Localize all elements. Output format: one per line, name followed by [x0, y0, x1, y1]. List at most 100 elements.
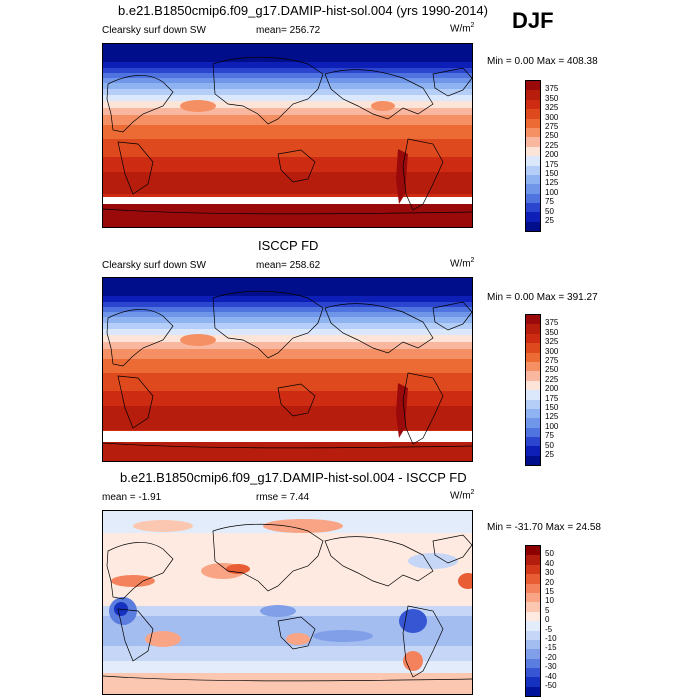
colorbar-tick-label: -10	[545, 634, 557, 643]
colorbar-tick-label: 175	[545, 159, 559, 169]
colorbar-tick-label: -15	[545, 643, 557, 653]
colorbar-swatch	[526, 630, 540, 640]
colorbar-swatch	[526, 555, 540, 565]
colorbar-swatch	[526, 427, 540, 438]
colorbar-tick-label: 350	[545, 327, 559, 337]
colorbar-swatches	[525, 314, 541, 467]
unit-label: W/m2	[450, 489, 474, 501]
colorbar-swatch	[526, 127, 540, 138]
colorbar-swatch	[526, 156, 540, 166]
colorbar-swatch	[526, 90, 540, 100]
colorbar-swatch	[526, 174, 540, 185]
coastlines	[103, 56, 472, 215]
colorbar-swatch	[526, 677, 540, 687]
colorbar-tick-label: 200	[545, 150, 559, 160]
contour-field	[103, 511, 472, 694]
colorbar-tick-label: 225	[545, 374, 559, 384]
colorbar-tick-label: 325	[545, 337, 559, 347]
map-plot	[102, 43, 473, 228]
colorbar-swatch	[526, 352, 540, 362]
colorbar-tick-label: 75	[545, 431, 554, 441]
colorbar-swatch	[526, 639, 540, 650]
colorbar-tick-label: 0	[545, 615, 550, 625]
colorbar-tick-label: 300	[545, 346, 559, 356]
colorbar-swatch	[526, 668, 540, 678]
unit-label: W/m2	[450, 257, 474, 269]
colorbar-tick-label: 10	[545, 596, 554, 606]
colorbar-swatches	[525, 545, 541, 698]
contour-field	[103, 278, 472, 461]
colorbar-swatch	[526, 361, 540, 372]
colorbar-tick-label: 300	[545, 112, 559, 122]
unit-base: W/m	[450, 23, 471, 35]
panel-title: b.e21.B1850cmip6.f09_g17.DAMIP-hist-sol.…	[120, 470, 467, 485]
colorbar-tick-label: 30	[545, 568, 554, 578]
colorbar-swatch	[526, 658, 540, 669]
map-plot	[102, 510, 473, 695]
colorbar-tick-label: -50	[545, 681, 557, 690]
colorbar-swatch	[526, 399, 540, 409]
unit-base: W/m	[450, 490, 471, 502]
colorbar-tick-label: 150	[545, 403, 559, 412]
colorbar-swatch	[526, 649, 540, 659]
colorbar-swatch	[526, 621, 540, 631]
colorbar-tick-label: 20	[545, 577, 554, 587]
colorbar-swatch	[526, 564, 540, 575]
colorbar-swatch	[526, 408, 540, 419]
unit-exponent: 2	[470, 22, 475, 29]
season-label: DJF	[512, 8, 554, 33]
unit-exponent: 2	[470, 257, 475, 264]
colorbar-swatch	[526, 109, 540, 119]
map-svg	[103, 44, 472, 227]
colorbar-tick-label: 50	[545, 440, 554, 450]
map-svg	[103, 511, 472, 694]
colorbar-tick-label: 50	[545, 549, 554, 559]
colorbar-tick-label: 250	[545, 131, 559, 141]
panel-title: b.e21.B1850cmip6.f09_g17.DAMIP-hist-sol.…	[118, 3, 488, 18]
colorbar-tick-label: 50	[545, 206, 554, 216]
colorbar-swatch	[526, 333, 540, 344]
mean-label: mean= 258.62	[256, 260, 321, 271]
colorbar-tick-label: 225	[545, 140, 559, 150]
colorbar-tick-label: -20	[545, 652, 557, 662]
colorbar-swatch	[526, 118, 540, 128]
coastlines	[103, 290, 472, 449]
colorbar-tick-label: 150	[545, 169, 559, 178]
colorbar-swatch	[526, 611, 540, 622]
colorbar-swatch	[526, 418, 540, 428]
colorbar-tick-label: 75	[545, 197, 554, 207]
contour-field	[103, 44, 472, 227]
colorbar-tick-label: 200	[545, 384, 559, 394]
colorbar-tick-label: -5	[545, 624, 553, 634]
min-max-label: Min = -31.70 Max = 24.58	[487, 522, 601, 533]
coastlines	[103, 523, 472, 682]
colorbar-swatch	[526, 165, 540, 175]
unit-exponent: 2	[470, 489, 475, 496]
colorbar-tick-label: -30	[545, 662, 557, 672]
panel-title: ISCCP FD	[258, 238, 319, 253]
map-svg	[103, 278, 472, 461]
mean-label: mean = -1.91	[102, 492, 162, 503]
colorbar-swatch	[526, 602, 540, 612]
colorbar-swatch	[526, 99, 540, 110]
colorbar-tick-label: 275	[545, 122, 559, 131]
colorbar-swatch	[526, 546, 540, 556]
colorbar-tick-label: 375	[545, 318, 559, 328]
variable-label: Clearsky surf down SW	[102, 260, 206, 271]
colorbar-swatches	[525, 80, 541, 233]
min-max-label: Min = 0.00 Max = 391.27	[487, 292, 598, 303]
colorbar-tick-label: 350	[545, 93, 559, 103]
colorbar-swatch	[526, 193, 540, 204]
colorbar-swatch	[526, 437, 540, 447]
colorbar-tick-label: 100	[545, 421, 559, 431]
colorbar-swatch	[526, 592, 540, 603]
colorbar-swatch	[526, 315, 540, 325]
colorbar-tick-label: 25	[545, 450, 554, 459]
min-max-label: Min = 0.00 Max = 408.38	[487, 56, 598, 67]
unit-base: W/m	[450, 258, 471, 270]
colorbar-tick-label: 40	[545, 558, 554, 568]
colorbar-swatch	[526, 455, 540, 466]
unit-label: W/m2	[450, 22, 474, 34]
colorbar-swatch	[526, 390, 540, 400]
colorbar-swatch	[526, 446, 540, 456]
